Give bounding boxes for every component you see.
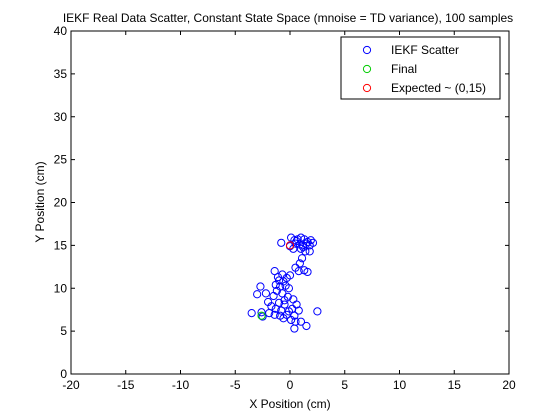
legend-label: Final [391, 62, 417, 76]
legend-marker [362, 45, 372, 55]
x-tick-label: 10 [393, 378, 407, 392]
scatter-point [284, 307, 294, 316]
y-tick-label: 40 [54, 24, 68, 38]
legend-label: Expected ~ (0,15) [391, 81, 486, 95]
scatter-point [286, 315, 296, 325]
scatter-point [295, 259, 304, 268]
scatter-point [297, 254, 307, 263]
scatter-point [301, 247, 310, 256]
x-tick-label: 15 [448, 378, 462, 392]
scatter-point [296, 317, 306, 326]
legend-marker [362, 64, 372, 74]
scatter-point [273, 273, 283, 282]
scatter-point [261, 289, 271, 298]
scatter-point [270, 310, 279, 319]
scatter-point [269, 291, 278, 301]
y-tick-label: 25 [54, 153, 68, 167]
scatter-point [294, 306, 303, 315]
scatter-points [247, 233, 322, 333]
legend: IEKF Scatter Final Expected ~ (0,15) [340, 36, 501, 100]
scatter-point [296, 244, 306, 253]
scatter-point [292, 300, 301, 309]
scatter-point [257, 308, 266, 317]
scatter-point [279, 314, 288, 323]
y-tick-label: 35 [54, 67, 68, 81]
scatter-point [280, 296, 289, 305]
y-axis: 0 5 10 15 20 25 30 35 40 [54, 24, 509, 381]
scatter-point [285, 271, 295, 280]
x-tick-label: -5 [230, 378, 241, 392]
x-tick-label: 5 [341, 378, 348, 392]
scatter-point [257, 311, 266, 320]
x-axis: -20 -15 -10 -5 0 5 10 15 20 [62, 31, 516, 392]
legend-label: IEKF Scatter [391, 43, 459, 57]
y-tick-label: 30 [54, 110, 68, 124]
scatter-point [313, 307, 322, 316]
legend-box [340, 36, 501, 100]
scatter-point [265, 309, 274, 318]
x-tick-label: -20 [62, 378, 80, 392]
scatter-point [256, 282, 265, 291]
scatter-point [247, 309, 256, 318]
chart-title: IEKF Real Data Scatter, Constant State S… [63, 11, 513, 25]
y-tick-label: 10 [54, 281, 68, 295]
x-tick-label: -10 [172, 378, 190, 392]
legend-marker [362, 83, 372, 93]
y-axis-label: Y Position (cm) [33, 161, 47, 242]
scatter-point [290, 324, 299, 333]
x-tick-label: 0 [287, 378, 294, 392]
scatter-point [271, 304, 280, 313]
y-tick-label: 0 [60, 367, 67, 381]
scatter-point [253, 290, 262, 299]
scatter-point [303, 267, 312, 277]
y-tick-label: 5 [60, 324, 67, 338]
scatter-point [292, 236, 301, 246]
x-tick-label: -15 [117, 378, 135, 392]
scatter-point [294, 267, 303, 276]
scatter-point [284, 284, 294, 293]
y-tick-label: 20 [54, 196, 68, 210]
scatter-point [305, 247, 314, 256]
scatter-point [258, 312, 267, 321]
scatter-point [302, 321, 311, 331]
scatter-point [299, 242, 308, 252]
scatter-point [274, 276, 284, 285]
scatter-point [277, 306, 286, 315]
scatter-point [285, 241, 295, 250]
y-tick-label: 15 [54, 238, 68, 252]
x-axis-label: X Position (cm) [249, 397, 330, 411]
x-tick-label: 20 [502, 378, 516, 392]
scatter-point [277, 238, 286, 247]
